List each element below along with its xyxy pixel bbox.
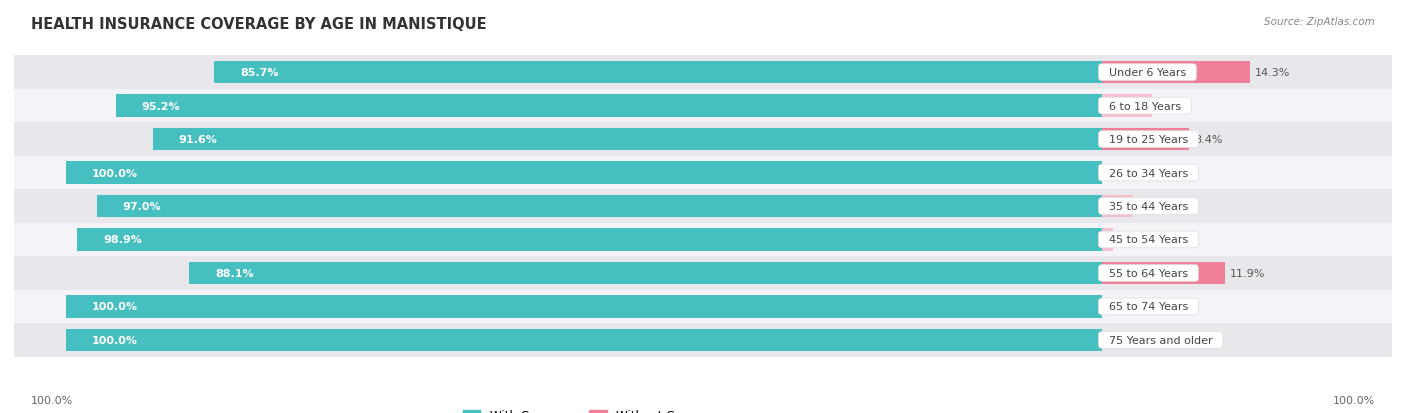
Bar: [14, 290, 1392, 323]
Text: 11.9%: 11.9%: [1230, 268, 1265, 278]
Text: 55 to 64 Years: 55 to 64 Years: [1102, 268, 1195, 278]
Legend: With Coverage, Without Coverage: With Coverage, Without Coverage: [458, 404, 728, 413]
Bar: [14, 90, 1392, 123]
Bar: [1102, 62, 1250, 84]
Text: 14.3%: 14.3%: [1256, 68, 1291, 78]
Text: 0.0%: 0.0%: [1107, 168, 1135, 178]
Text: 100.0%: 100.0%: [31, 395, 73, 405]
Bar: [1102, 228, 1114, 251]
Text: 19 to 25 Years: 19 to 25 Years: [1102, 135, 1195, 145]
Bar: [14, 323, 1392, 357]
Text: 100.0%: 100.0%: [91, 335, 138, 345]
Text: 3.0%: 3.0%: [1137, 202, 1167, 211]
Bar: [1102, 128, 1189, 151]
Text: 26 to 34 Years: 26 to 34 Years: [1102, 168, 1195, 178]
Bar: [1102, 95, 1152, 118]
Bar: [66, 295, 1102, 318]
Text: 0.0%: 0.0%: [1107, 335, 1135, 345]
Text: 35 to 44 Years: 35 to 44 Years: [1102, 202, 1195, 211]
Text: 98.9%: 98.9%: [103, 235, 142, 245]
Text: 85.7%: 85.7%: [240, 68, 278, 78]
Text: 6 to 18 Years: 6 to 18 Years: [1102, 101, 1188, 112]
Text: 0.0%: 0.0%: [1107, 301, 1135, 312]
Text: 95.2%: 95.2%: [142, 101, 180, 112]
Text: 75 Years and older: 75 Years and older: [1102, 335, 1219, 345]
Bar: [66, 329, 1102, 351]
Text: 100.0%: 100.0%: [91, 168, 138, 178]
Text: 4.8%: 4.8%: [1157, 101, 1185, 112]
Bar: [97, 195, 1102, 218]
Bar: [14, 56, 1392, 90]
Text: 91.6%: 91.6%: [179, 135, 218, 145]
Text: Source: ZipAtlas.com: Source: ZipAtlas.com: [1264, 17, 1375, 26]
Bar: [14, 157, 1392, 190]
Text: HEALTH INSURANCE COVERAGE BY AGE IN MANISTIQUE: HEALTH INSURANCE COVERAGE BY AGE IN MANI…: [31, 17, 486, 31]
Bar: [1102, 195, 1133, 218]
Bar: [214, 62, 1102, 84]
Bar: [14, 256, 1392, 290]
Text: Under 6 Years: Under 6 Years: [1102, 68, 1194, 78]
Text: 88.1%: 88.1%: [215, 268, 253, 278]
Bar: [66, 162, 1102, 185]
Text: 65 to 74 Years: 65 to 74 Years: [1102, 301, 1195, 312]
Bar: [14, 223, 1392, 256]
Bar: [115, 95, 1102, 118]
Bar: [190, 262, 1102, 285]
Bar: [153, 128, 1102, 151]
Text: 8.4%: 8.4%: [1194, 135, 1223, 145]
Text: 100.0%: 100.0%: [91, 301, 138, 312]
Bar: [1102, 262, 1225, 285]
Text: 97.0%: 97.0%: [122, 202, 162, 211]
Text: 100.0%: 100.0%: [1333, 395, 1375, 405]
Text: 45 to 54 Years: 45 to 54 Years: [1102, 235, 1195, 245]
Bar: [14, 123, 1392, 157]
Bar: [77, 228, 1102, 251]
Text: 1.1%: 1.1%: [1118, 235, 1147, 245]
Bar: [14, 190, 1392, 223]
